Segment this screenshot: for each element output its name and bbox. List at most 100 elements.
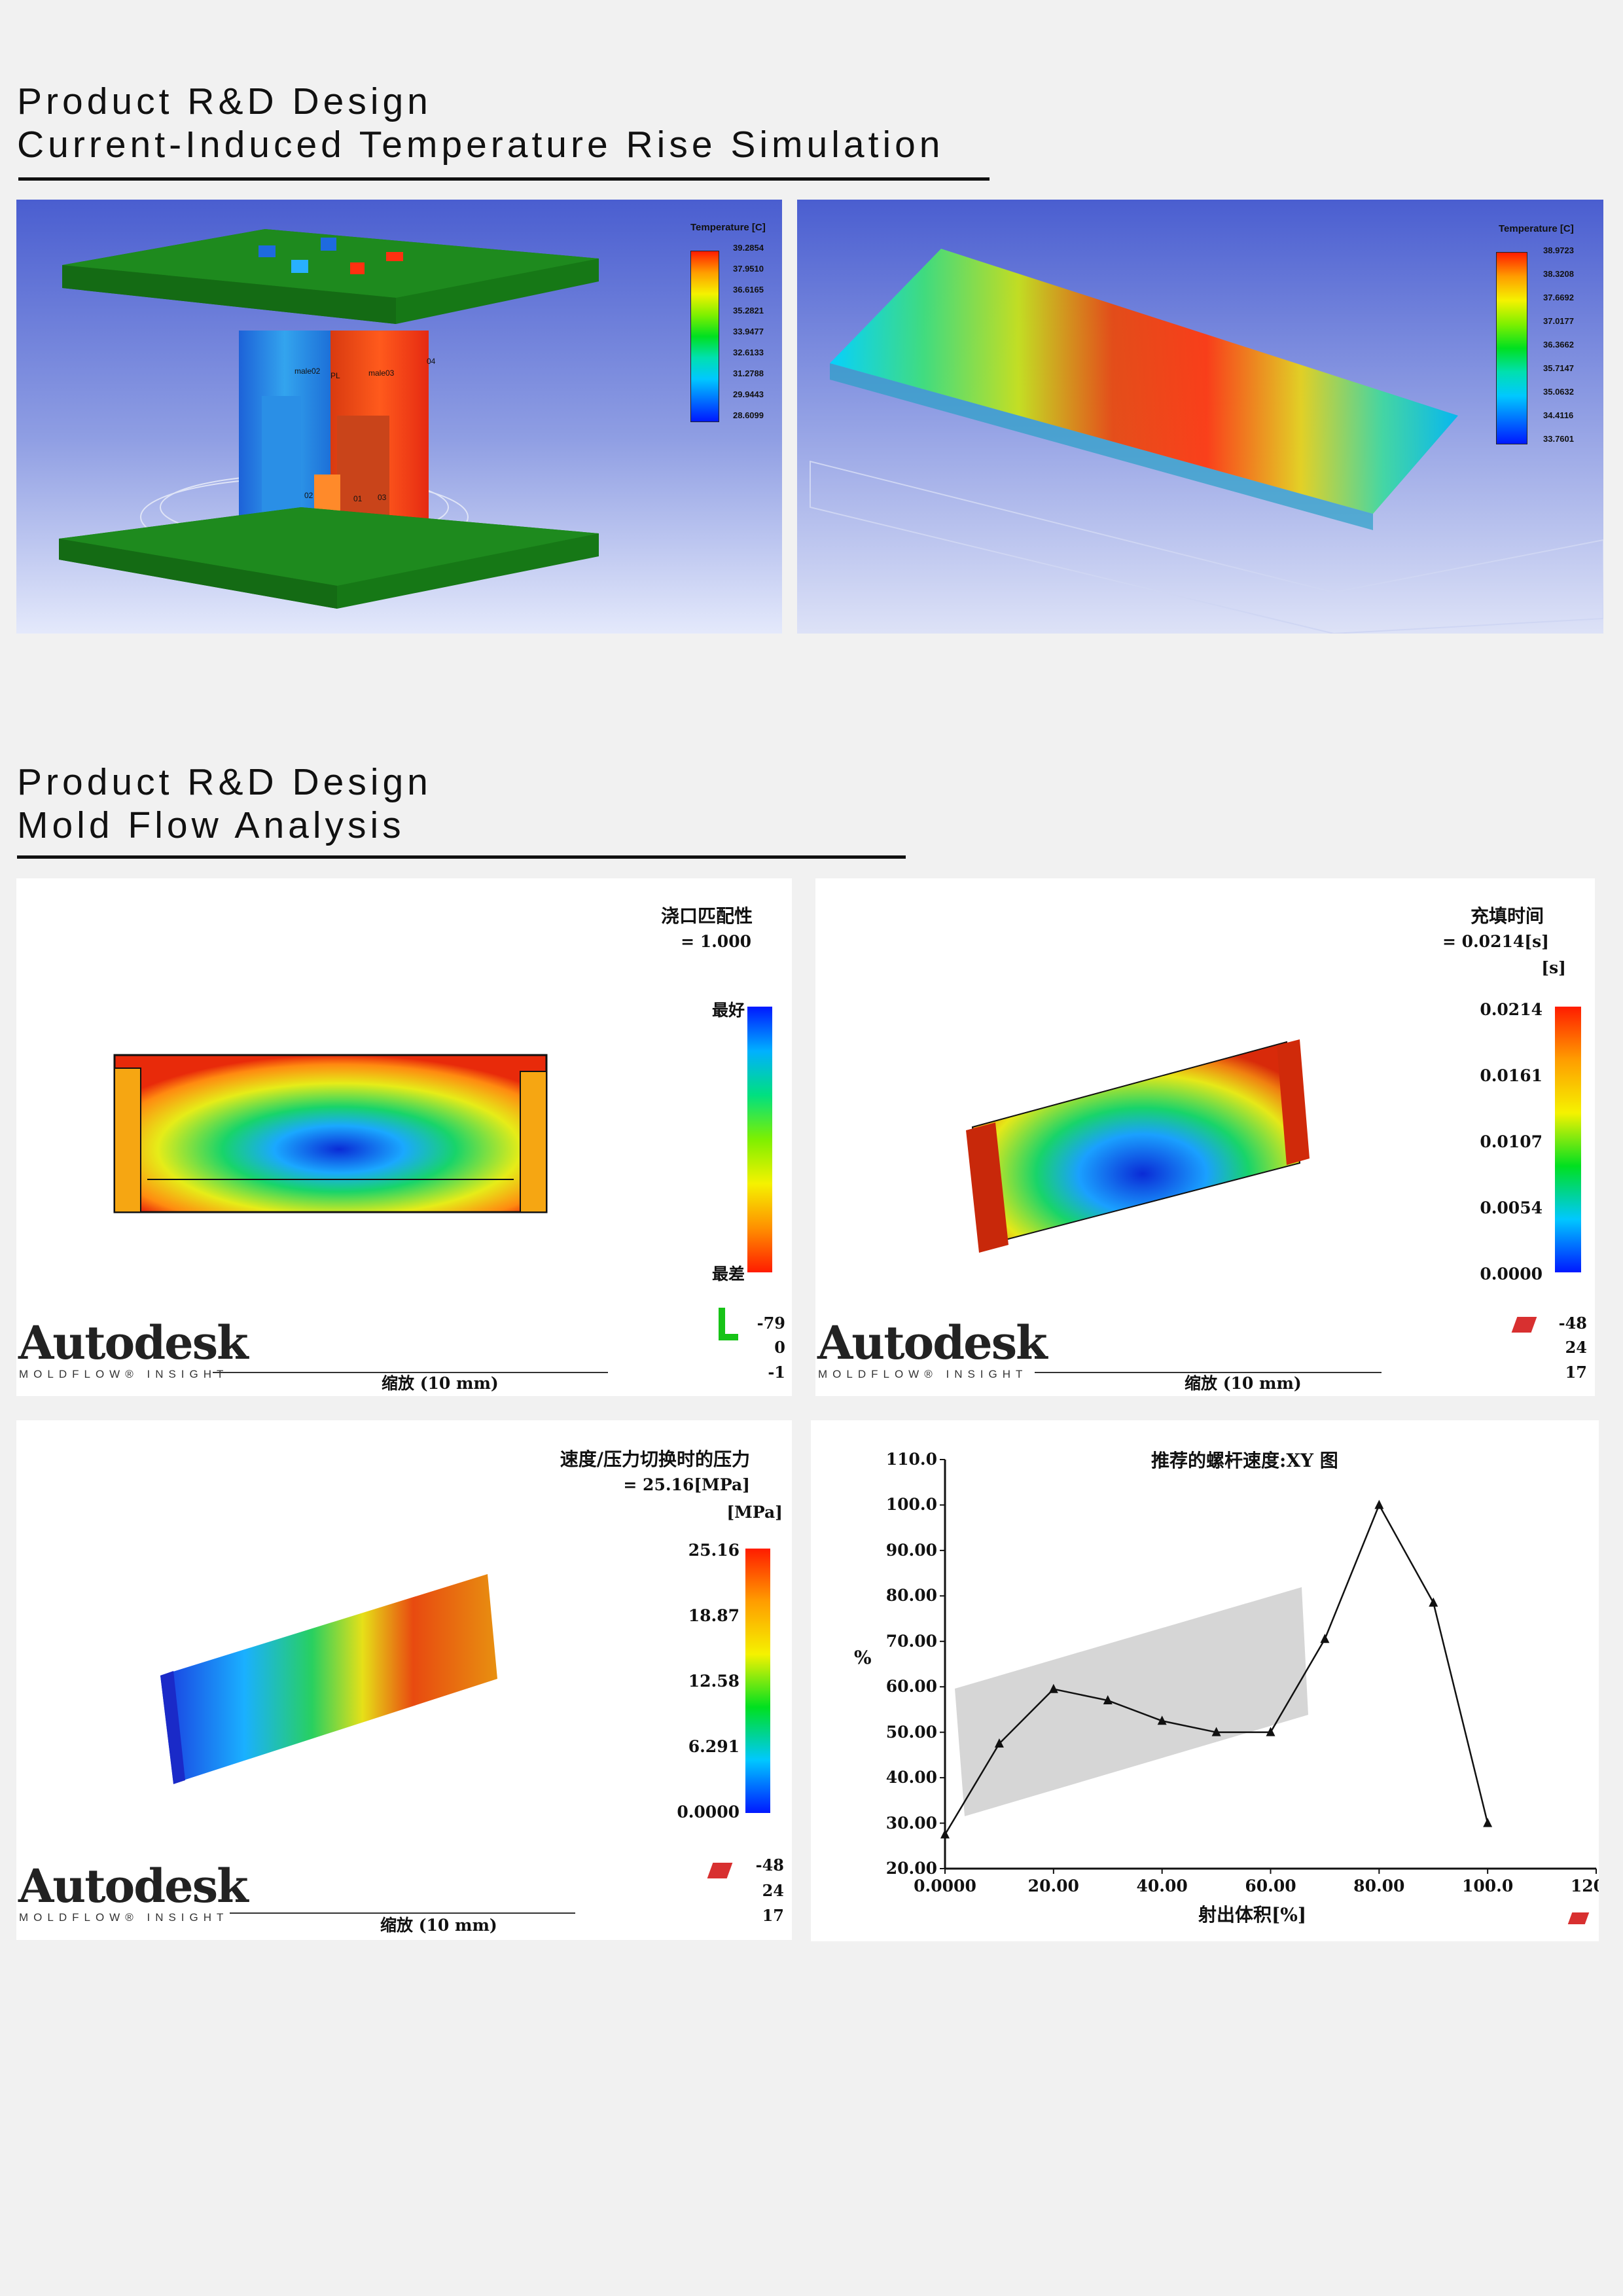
gate-matching-render	[113, 1054, 548, 1213]
sim-left-legend-value: 32.6133	[733, 348, 764, 357]
sim-left-legend-value: 33.9477	[733, 327, 764, 336]
data-point	[1048, 1683, 1058, 1693]
moldflow-gate-matching-panel: 浇口匹配性 = 1.000 最好 最差 -79 0 -1 Autodesk MO…	[16, 878, 792, 1396]
sim-right-legend-value: 38.9723	[1543, 245, 1574, 255]
data-point	[1266, 1727, 1275, 1736]
pressure-legend-value: 25.16	[688, 1541, 740, 1560]
moldflow-insight-label: MOLDFLOW® INSIGHT	[19, 1368, 229, 1380]
pressure-render	[160, 1574, 497, 1784]
data-point	[1211, 1727, 1221, 1736]
sim-left-legend-value: 31.2788	[733, 368, 764, 378]
data-point	[1374, 1499, 1384, 1509]
orient-value: 17	[1565, 1363, 1587, 1382]
data-point	[994, 1738, 1004, 1748]
gate-matching-value: = 1.000	[681, 932, 751, 951]
section1-title-line2: Current-Induced Temperature Rise Simulat…	[17, 124, 944, 166]
chart-xlabel: 射出体积[%]	[1198, 1904, 1307, 1926]
data-point	[1157, 1715, 1167, 1725]
moldflow-insight-label: MOLDFLOW® INSIGHT	[818, 1368, 1028, 1380]
sim-left-legend-value: 28.6099	[733, 410, 764, 420]
orient-value: -1	[768, 1363, 785, 1382]
pressure-legend-value: 12.58	[688, 1672, 740, 1691]
gate-matching-best-label: 最好	[711, 1001, 745, 1020]
y-tick-label: 20.00	[885, 1859, 937, 1878]
y-tick-label: 30.00	[885, 1813, 937, 1833]
axis-triad-icon	[719, 1308, 725, 1340]
autodesk-logo: Autodesk	[18, 1859, 249, 1913]
pressure-legend-value: 0.0000	[677, 1803, 740, 1821]
autodesk-logo: Autodesk	[817, 1316, 1048, 1370]
part-label-04: 04	[427, 357, 436, 366]
axis-triad-icon-x	[719, 1334, 738, 1340]
y-tick-label: 40.00	[885, 1768, 937, 1787]
orient-value: 24	[1565, 1338, 1587, 1357]
temperature-sim-right-panel: Temperature [C] 38.9723 38.3208 37.6692 …	[797, 200, 1603, 634]
orient-value: 0	[774, 1338, 785, 1357]
x-tick-label: 80.00	[1353, 1876, 1405, 1895]
scale-label: 缩放 (10 mm)	[380, 1916, 497, 1935]
section2-title-line2: Mold Flow Analysis	[17, 804, 405, 846]
moldflow-insight-label: MOLDFLOW® INSIGHT	[19, 1911, 229, 1924]
temperature-sim-left-panel: male02 PL male03 04 02 01 03 Temperature…	[16, 200, 782, 634]
sim-right-legend-value: 38.3208	[1543, 269, 1574, 279]
section2-title-line1: Product R&D Design	[17, 761, 432, 803]
data-point	[1320, 1634, 1330, 1643]
sim-right-legend-value: 34.4116	[1543, 410, 1574, 420]
x-tick-label: 60.00	[1245, 1876, 1296, 1895]
fill-time-legend-value: 0.0000	[1480, 1265, 1543, 1283]
pressure-value: = 25.16[MPa]	[623, 1475, 750, 1494]
moldflow-fill-time-panel: 充填时间 = 0.0214[s] [s] 0.0214 0.0161 0.010…	[815, 878, 1595, 1396]
gate-matching-legend-bar	[747, 1007, 772, 1272]
x-tick-label: 20.00	[1027, 1876, 1079, 1895]
moldflow-pressure-panel: 速度/压力切换时的压力 = 25.16[MPa] [MPa] 25.16 18.…	[16, 1420, 792, 1940]
part-label-pl: PL	[330, 371, 340, 380]
y-tick-label: 70.00	[885, 1631, 937, 1651]
data-point	[1429, 1597, 1438, 1607]
sim-right-legend-value: 35.7147	[1543, 363, 1574, 373]
sim-left-legend-value: 37.9510	[733, 264, 764, 274]
y-tick-label: 90.00	[885, 1540, 937, 1560]
y-tick-label: 60.00	[885, 1677, 937, 1696]
orient-value: -48	[1558, 1314, 1587, 1333]
pressure-legend-value: 6.291	[688, 1737, 740, 1756]
terminal-strip-render	[810, 249, 1603, 634]
x-tick-label: 0.0000	[914, 1876, 976, 1895]
x-tick-label: 100.0	[1462, 1876, 1514, 1895]
scale-bar	[1035, 1372, 1382, 1373]
sim-left-legend-value: 29.9443	[733, 389, 764, 399]
orient-value: 17	[762, 1906, 784, 1925]
pressure-legend-value: 18.87	[688, 1606, 740, 1625]
x-tick-label: 40.00	[1136, 1876, 1188, 1895]
sim-right-legend-bar	[1496, 252, 1527, 444]
fill-time-legend-value: 0.0107	[1480, 1132, 1543, 1151]
sim-left-legend-value: 39.2854	[733, 243, 764, 253]
data-point	[1103, 1695, 1113, 1705]
fill-time-title: 充填时间	[1470, 905, 1544, 927]
fill-time-legend-value: 0.0214	[1480, 1000, 1543, 1019]
gate-matching-title: 浇口匹配性	[660, 905, 753, 927]
pressure-legend-bar	[745, 1549, 770, 1813]
fill-time-render	[966, 1039, 1310, 1253]
fill-time-legend-value: 0.0054	[1480, 1198, 1543, 1217]
data-point	[1483, 1818, 1493, 1827]
scale-bar	[230, 1912, 575, 1914]
section2-rule	[17, 855, 906, 859]
screw-speed-chart-panel: 推荐的螺杆速度:XY 图 % 射出体积[%] 110.0 100.0 90.00 80…	[811, 1420, 1599, 1941]
fill-time-legend-bar	[1555, 1007, 1581, 1272]
scale-bar	[213, 1372, 608, 1373]
orient-value: 24	[762, 1881, 784, 1900]
y-tick-label: 80.00	[885, 1586, 937, 1605]
chart-title: 推荐的螺杆速度:XY 图	[1151, 1450, 1338, 1471]
sim-left-legend-value: 35.2821	[733, 306, 764, 315]
part-label-male03: male03	[368, 368, 395, 378]
screw-speed-chart	[940, 1459, 1597, 1874]
y-tick-label: 50.00	[885, 1722, 937, 1742]
fill-time-value: = 0.0214[s]	[1442, 932, 1549, 951]
gate-matching-worst-label: 最差	[711, 1265, 745, 1283]
mold-assembly-render	[59, 229, 599, 609]
y-tick-label: 100.0	[885, 1495, 937, 1515]
part-label-01: 01	[353, 494, 363, 503]
part-label-02: 02	[304, 491, 313, 500]
sim-left-legend-bar	[690, 251, 719, 422]
sim-right-legend-value: 33.7601	[1543, 434, 1574, 444]
